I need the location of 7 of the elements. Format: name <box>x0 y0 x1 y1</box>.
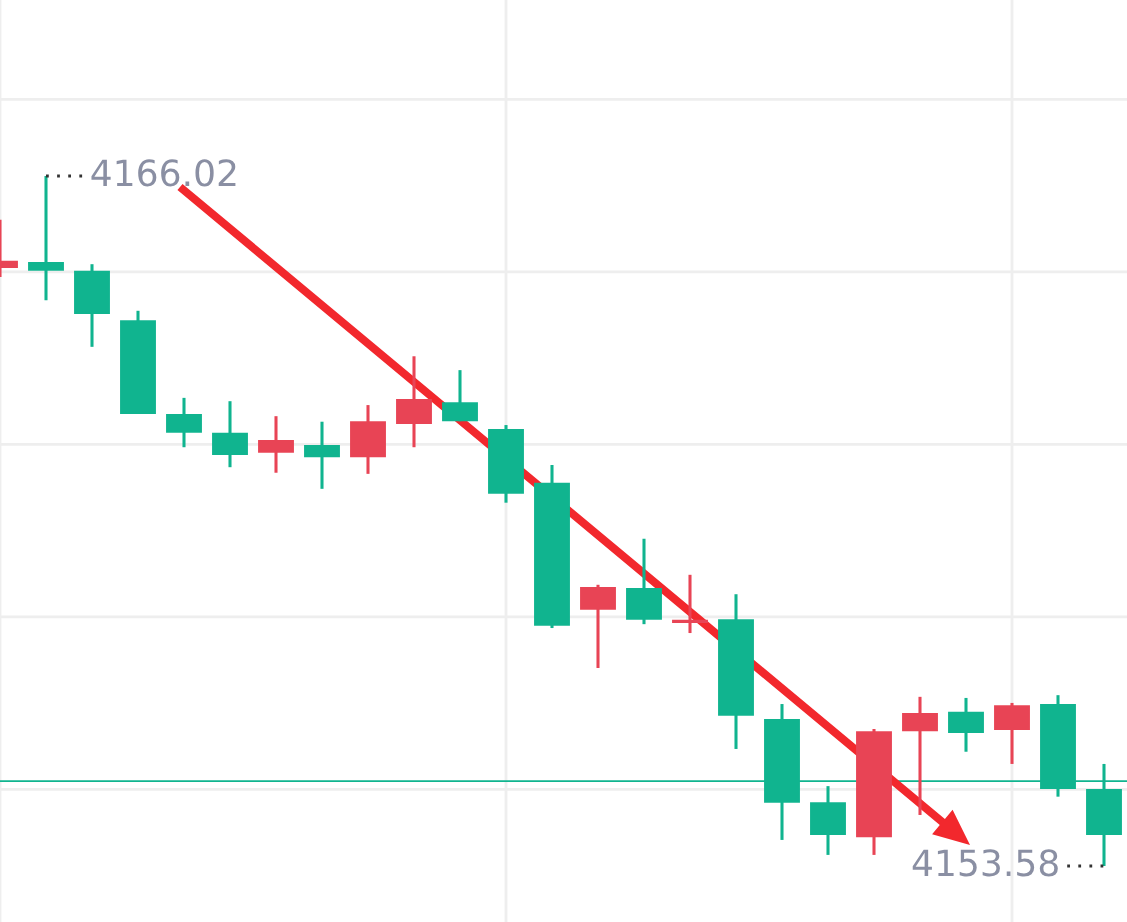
candlestick <box>672 573 708 635</box>
annotation: 4166.02 <box>91 159 236 187</box>
annotation: 4153.58 <box>912 849 1058 877</box>
candlestick <box>258 416 294 473</box>
candlestick <box>28 176 64 301</box>
candlestick <box>304 421 340 489</box>
candlestick <box>902 695 938 815</box>
